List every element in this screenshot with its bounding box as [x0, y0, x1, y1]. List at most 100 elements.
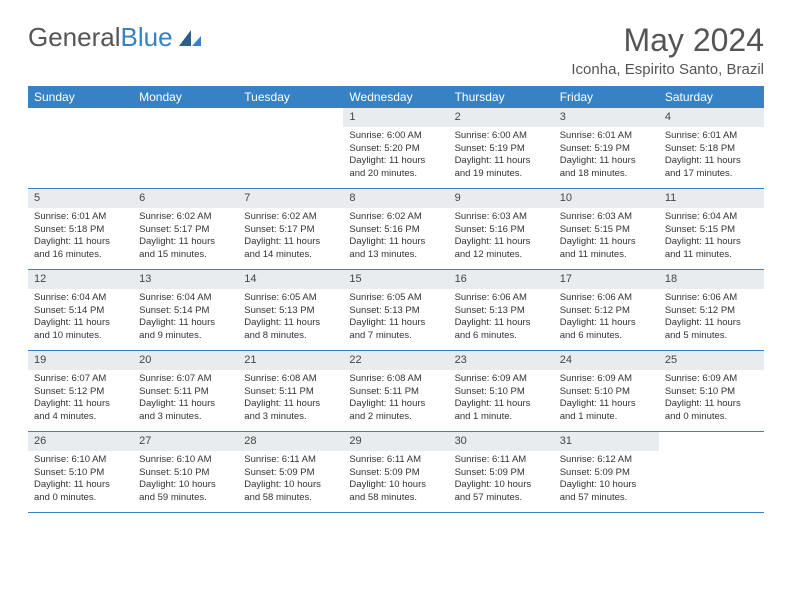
daylight-text-2: and 11 minutes.	[560, 249, 653, 262]
calendar-cell: 6 Sunrise: 6:02 AMSunset: 5:17 PMDaylight…	[133, 189, 238, 269]
cell-body: Sunrise: 6:01 AMSunset: 5:18 PMDaylight:…	[659, 127, 764, 185]
cell-body: Sunrise: 6:04 AMSunset: 5:14 PMDaylight:…	[28, 289, 133, 347]
day-header-cell: Friday	[554, 86, 659, 108]
cell-body: Sunrise: 6:06 AMSunset: 5:13 PMDaylight:…	[449, 289, 554, 347]
sunset-text: Sunset: 5:15 PM	[560, 224, 653, 237]
calendar-cell: 2Sunrise: 6:00 AMSunset: 5:19 PMDaylight…	[449, 108, 554, 188]
day-header-cell: Monday	[133, 86, 238, 108]
sunset-text: Sunset: 5:17 PM	[139, 224, 232, 237]
sunset-text: Sunset: 5:09 PM	[349, 467, 442, 480]
cell-body: Sunrise: 6:03 AMSunset: 5:15 PMDaylight:…	[554, 208, 659, 266]
daylight-text-1: Daylight: 11 hours	[139, 236, 232, 249]
weeks-container: 1Sunrise: 6:00 AMSunset: 5:20 PMDaylight…	[28, 108, 764, 513]
calendar-cell: 22Sunrise: 6:08 AMSunset: 5:11 PMDayligh…	[343, 351, 448, 431]
day-number: 8	[343, 189, 448, 208]
daylight-text-2: and 18 minutes.	[560, 168, 653, 181]
cell-body: Sunrise: 6:12 AMSunset: 5:09 PMDaylight:…	[554, 451, 659, 509]
sunset-text: Sunset: 5:10 PM	[665, 386, 758, 399]
sunset-text: Sunset: 5:20 PM	[349, 143, 442, 156]
cell-body: Sunrise: 6:10 AMSunset: 5:10 PMDaylight:…	[133, 451, 238, 509]
sunrise-text: Sunrise: 6:04 AM	[139, 292, 232, 305]
sunset-text: Sunset: 5:10 PM	[139, 467, 232, 480]
daylight-text-2: and 6 minutes.	[455, 330, 548, 343]
sunset-text: Sunset: 5:09 PM	[455, 467, 548, 480]
day-number: 30	[449, 432, 554, 451]
daylight-text-1: Daylight: 11 hours	[560, 317, 653, 330]
cell-body: Sunrise: 6:08 AMSunset: 5:11 PMDaylight:…	[343, 370, 448, 428]
day-header-cell: Tuesday	[238, 86, 343, 108]
daylight-text-1: Daylight: 11 hours	[34, 236, 127, 249]
daylight-text-1: Daylight: 11 hours	[665, 398, 758, 411]
cell-body: Sunrise: 6:00 AMSunset: 5:20 PMDaylight:…	[343, 127, 448, 185]
week-row: 26Sunrise: 6:10 AMSunset: 5:10 PMDayligh…	[28, 432, 764, 513]
calendar-cell: 20Sunrise: 6:07 AMSunset: 5:11 PMDayligh…	[133, 351, 238, 431]
calendar-cell: 19Sunrise: 6:07 AMSunset: 5:12 PMDayligh…	[28, 351, 133, 431]
day-number: 6	[133, 189, 238, 208]
daylight-text-2: and 9 minutes.	[139, 330, 232, 343]
day-number: 20	[133, 351, 238, 370]
daylight-text-1: Daylight: 11 hours	[244, 398, 337, 411]
day-number: 23	[449, 351, 554, 370]
day-number: 22	[343, 351, 448, 370]
sunset-text: Sunset: 5:09 PM	[244, 467, 337, 480]
day-number: 12	[28, 270, 133, 289]
day-number: 2	[449, 108, 554, 127]
sunrise-text: Sunrise: 6:10 AM	[34, 454, 127, 467]
sunset-text: Sunset: 5:10 PM	[455, 386, 548, 399]
calendar-cell: 27Sunrise: 6:10 AMSunset: 5:10 PMDayligh…	[133, 432, 238, 512]
calendar-cell: 11Sunrise: 6:04 AMSunset: 5:15 PMDayligh…	[659, 189, 764, 269]
daylight-text-2: and 6 minutes.	[560, 330, 653, 343]
sunset-text: Sunset: 5:12 PM	[665, 305, 758, 318]
daylight-text-2: and 7 minutes.	[349, 330, 442, 343]
sunset-text: Sunset: 5:18 PM	[665, 143, 758, 156]
sunset-text: Sunset: 5:16 PM	[349, 224, 442, 237]
sunrise-text: Sunrise: 6:09 AM	[560, 373, 653, 386]
cell-body: Sunrise: 6:02 AMSunset: 5:16 PMDaylight:…	[343, 208, 448, 266]
daylight-text-2: and 0 minutes.	[665, 411, 758, 424]
cell-body: Sunrise: 6:09 AMSunset: 5:10 PMDaylight:…	[659, 370, 764, 428]
daylight-text-2: and 8 minutes.	[244, 330, 337, 343]
sunrise-text: Sunrise: 6:02 AM	[139, 211, 232, 224]
day-header-cell: Wednesday	[343, 86, 448, 108]
cell-body: Sunrise: 6:06 AMSunset: 5:12 PMDaylight:…	[659, 289, 764, 347]
sunset-text: Sunset: 5:18 PM	[34, 224, 127, 237]
day-number: 14	[238, 270, 343, 289]
day-number: 26	[28, 432, 133, 451]
day-number: 19	[28, 351, 133, 370]
daylight-text-2: and 58 minutes.	[244, 492, 337, 505]
cell-body: Sunrise: 6:07 AMSunset: 5:12 PMDaylight:…	[28, 370, 133, 428]
daylight-text-1: Daylight: 10 hours	[349, 479, 442, 492]
cell-body: Sunrise: 6:02 AMSunset: 5:17 PMDaylight:…	[238, 208, 343, 266]
daylight-text-2: and 4 minutes.	[34, 411, 127, 424]
calendar-cell: 16Sunrise: 6:06 AMSunset: 5:13 PMDayligh…	[449, 270, 554, 350]
daylight-text-1: Daylight: 11 hours	[349, 236, 442, 249]
calendar-cell	[133, 108, 238, 188]
calendar-cell	[659, 432, 764, 512]
calendar-cell: 21Sunrise: 6:08 AMSunset: 5:11 PMDayligh…	[238, 351, 343, 431]
calendar-cell: 24Sunrise: 6:09 AMSunset: 5:10 PMDayligh…	[554, 351, 659, 431]
cell-body: Sunrise: 6:09 AMSunset: 5:10 PMDaylight:…	[554, 370, 659, 428]
header: GeneralBlue May 2024 Iconha, Espirito Sa…	[28, 22, 764, 78]
daylight-text-1: Daylight: 11 hours	[455, 398, 548, 411]
title-block: May 2024 Iconha, Espirito Santo, Brazil	[571, 22, 764, 78]
daylight-text-1: Daylight: 11 hours	[665, 155, 758, 168]
daylight-text-1: Daylight: 11 hours	[455, 317, 548, 330]
day-number: 24	[554, 351, 659, 370]
day-number: 21	[238, 351, 343, 370]
day-number	[238, 108, 343, 127]
daylight-text-1: Daylight: 11 hours	[349, 317, 442, 330]
daylight-text-1: Daylight: 11 hours	[560, 398, 653, 411]
cell-body: Sunrise: 6:01 AMSunset: 5:19 PMDaylight:…	[554, 127, 659, 185]
daylight-text-1: Daylight: 11 hours	[455, 236, 548, 249]
day-number: 29	[343, 432, 448, 451]
sunrise-text: Sunrise: 6:01 AM	[665, 130, 758, 143]
cell-body: Sunrise: 6:08 AMSunset: 5:11 PMDaylight:…	[238, 370, 343, 428]
sunset-text: Sunset: 5:14 PM	[139, 305, 232, 318]
daylight-text-2: and 14 minutes.	[244, 249, 337, 262]
day-header-cell: Saturday	[659, 86, 764, 108]
cell-body: Sunrise: 6:11 AMSunset: 5:09 PMDaylight:…	[343, 451, 448, 509]
day-number: 15	[343, 270, 448, 289]
sunset-text: Sunset: 5:10 PM	[34, 467, 127, 480]
calendar-cell: 5Sunrise: 6:01 AMSunset: 5:18 PMDaylight…	[28, 189, 133, 269]
sunset-text: Sunset: 5:12 PM	[34, 386, 127, 399]
